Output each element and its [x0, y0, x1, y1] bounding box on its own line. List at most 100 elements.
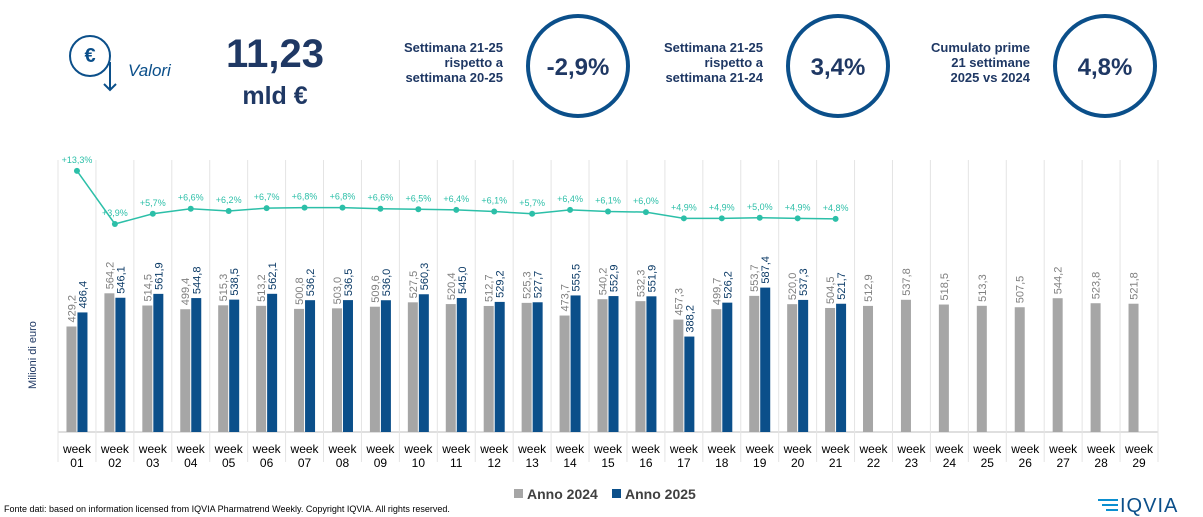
data-label: +4,9%: [785, 202, 811, 212]
bar: [836, 303, 847, 432]
icon-circle: [69, 35, 111, 77]
bar: [1090, 303, 1101, 432]
data-label: +6,8%: [292, 192, 318, 202]
bar: [760, 287, 771, 432]
data-label: 523,8: [1091, 272, 1103, 300]
x-tick-label: week 01: [62, 442, 91, 470]
bar: [749, 295, 760, 432]
bar: [635, 301, 646, 432]
data-label: +6,5%: [405, 193, 431, 203]
bar: [684, 336, 695, 432]
bar: [153, 293, 164, 432]
bar: [267, 293, 278, 432]
line-point: [73, 167, 80, 174]
line-point: [377, 205, 384, 212]
data-label: 515,3: [218, 274, 230, 302]
x-tick-label: week 02: [100, 442, 129, 470]
x-tick-label: week 24: [935, 442, 964, 470]
line-point: [680, 215, 687, 222]
bar: [380, 300, 391, 432]
line-point: [529, 210, 536, 217]
x-tick-label: week 28: [1087, 442, 1116, 470]
total-value: 11,23: [226, 32, 324, 76]
data-label: 513,3: [977, 274, 989, 302]
bar: [445, 304, 456, 432]
line-point: [225, 207, 232, 214]
line-point: [187, 205, 194, 212]
kpi-value: 4,8%: [1078, 54, 1133, 81]
bar: [342, 300, 353, 432]
data-label: 532,3: [635, 270, 647, 298]
x-tick-label: week 11: [442, 442, 471, 470]
legend-label: Anno 2025: [625, 486, 696, 502]
icon-label: Valori: [128, 61, 172, 80]
line-point: [339, 204, 346, 211]
bar: [798, 299, 809, 432]
x-tick-label: week 04: [176, 442, 205, 470]
line-point: [415, 206, 422, 213]
bar: [787, 304, 798, 432]
data-label: +6,1%: [595, 196, 621, 206]
data-label: 521,7: [836, 272, 848, 300]
x-tick-label: week 14: [556, 442, 585, 470]
x-tick-label: week 10: [404, 442, 433, 470]
data-label: 552,9: [609, 265, 621, 293]
data-label: 504,5: [825, 276, 837, 304]
data-label: +6,6%: [368, 193, 394, 203]
kpi-caption: settimana 21-24: [665, 70, 763, 85]
x-tick-label: week 19: [745, 442, 774, 470]
bar: [77, 312, 88, 432]
bar: [483, 305, 494, 432]
data-label: +5,7%: [140, 198, 166, 208]
bar: [494, 301, 505, 432]
y-axis-label: Milioni di euro: [27, 321, 39, 389]
bar: [142, 305, 153, 432]
data-label: 388,2: [684, 305, 696, 333]
icon-arrow: [103, 62, 117, 92]
data-label: 536,2: [305, 269, 317, 297]
data-label: +6,4%: [443, 194, 469, 204]
x-tick-label: week 06: [252, 442, 281, 470]
data-label: +6,4%: [557, 194, 583, 204]
source-note: Fonte dati: based on information license…: [4, 504, 450, 514]
logo: IQVIA: [1120, 495, 1178, 517]
data-label: 545,0: [457, 266, 469, 294]
data-label: 520,0: [787, 273, 799, 301]
data-label: 555,5: [571, 264, 583, 292]
legend-swatch: [612, 489, 621, 498]
kpi-circle: [526, 14, 630, 118]
data-label: 521,8: [1129, 272, 1141, 300]
kpi-circle: [786, 14, 890, 118]
data-label: +5,7%: [519, 198, 545, 208]
data-label: 514,5: [142, 274, 154, 302]
data-label: +3,9%: [102, 208, 128, 218]
bar: [1014, 307, 1025, 432]
x-tick-label: week 05: [214, 442, 243, 470]
bar: [180, 309, 191, 432]
kpi-caption: Cumulato prime: [931, 40, 1030, 55]
line-point: [453, 206, 460, 213]
x-tick-label: week 16: [631, 442, 660, 470]
bar: [1052, 298, 1063, 432]
data-label: 503,0: [332, 277, 344, 305]
line-point: [111, 220, 118, 227]
bar: [115, 297, 126, 432]
bar: [646, 296, 657, 432]
x-tick-label: week 29: [1125, 442, 1154, 470]
line-point: [567, 206, 574, 213]
bar: [331, 308, 342, 432]
data-label: 518,5: [939, 273, 951, 301]
data-label: +6,7%: [254, 192, 280, 202]
bar: [218, 305, 229, 432]
x-tick-label: week 20: [783, 442, 812, 470]
data-label: 537,8: [901, 268, 913, 296]
bar: [570, 295, 581, 432]
bar: [938, 304, 949, 432]
data-label: 520,4: [446, 273, 458, 301]
data-label: 512,9: [863, 274, 875, 302]
line-point: [718, 215, 725, 222]
data-label: 564,2: [104, 262, 116, 290]
bar: [825, 307, 836, 432]
data-label: 529,2: [495, 270, 507, 298]
